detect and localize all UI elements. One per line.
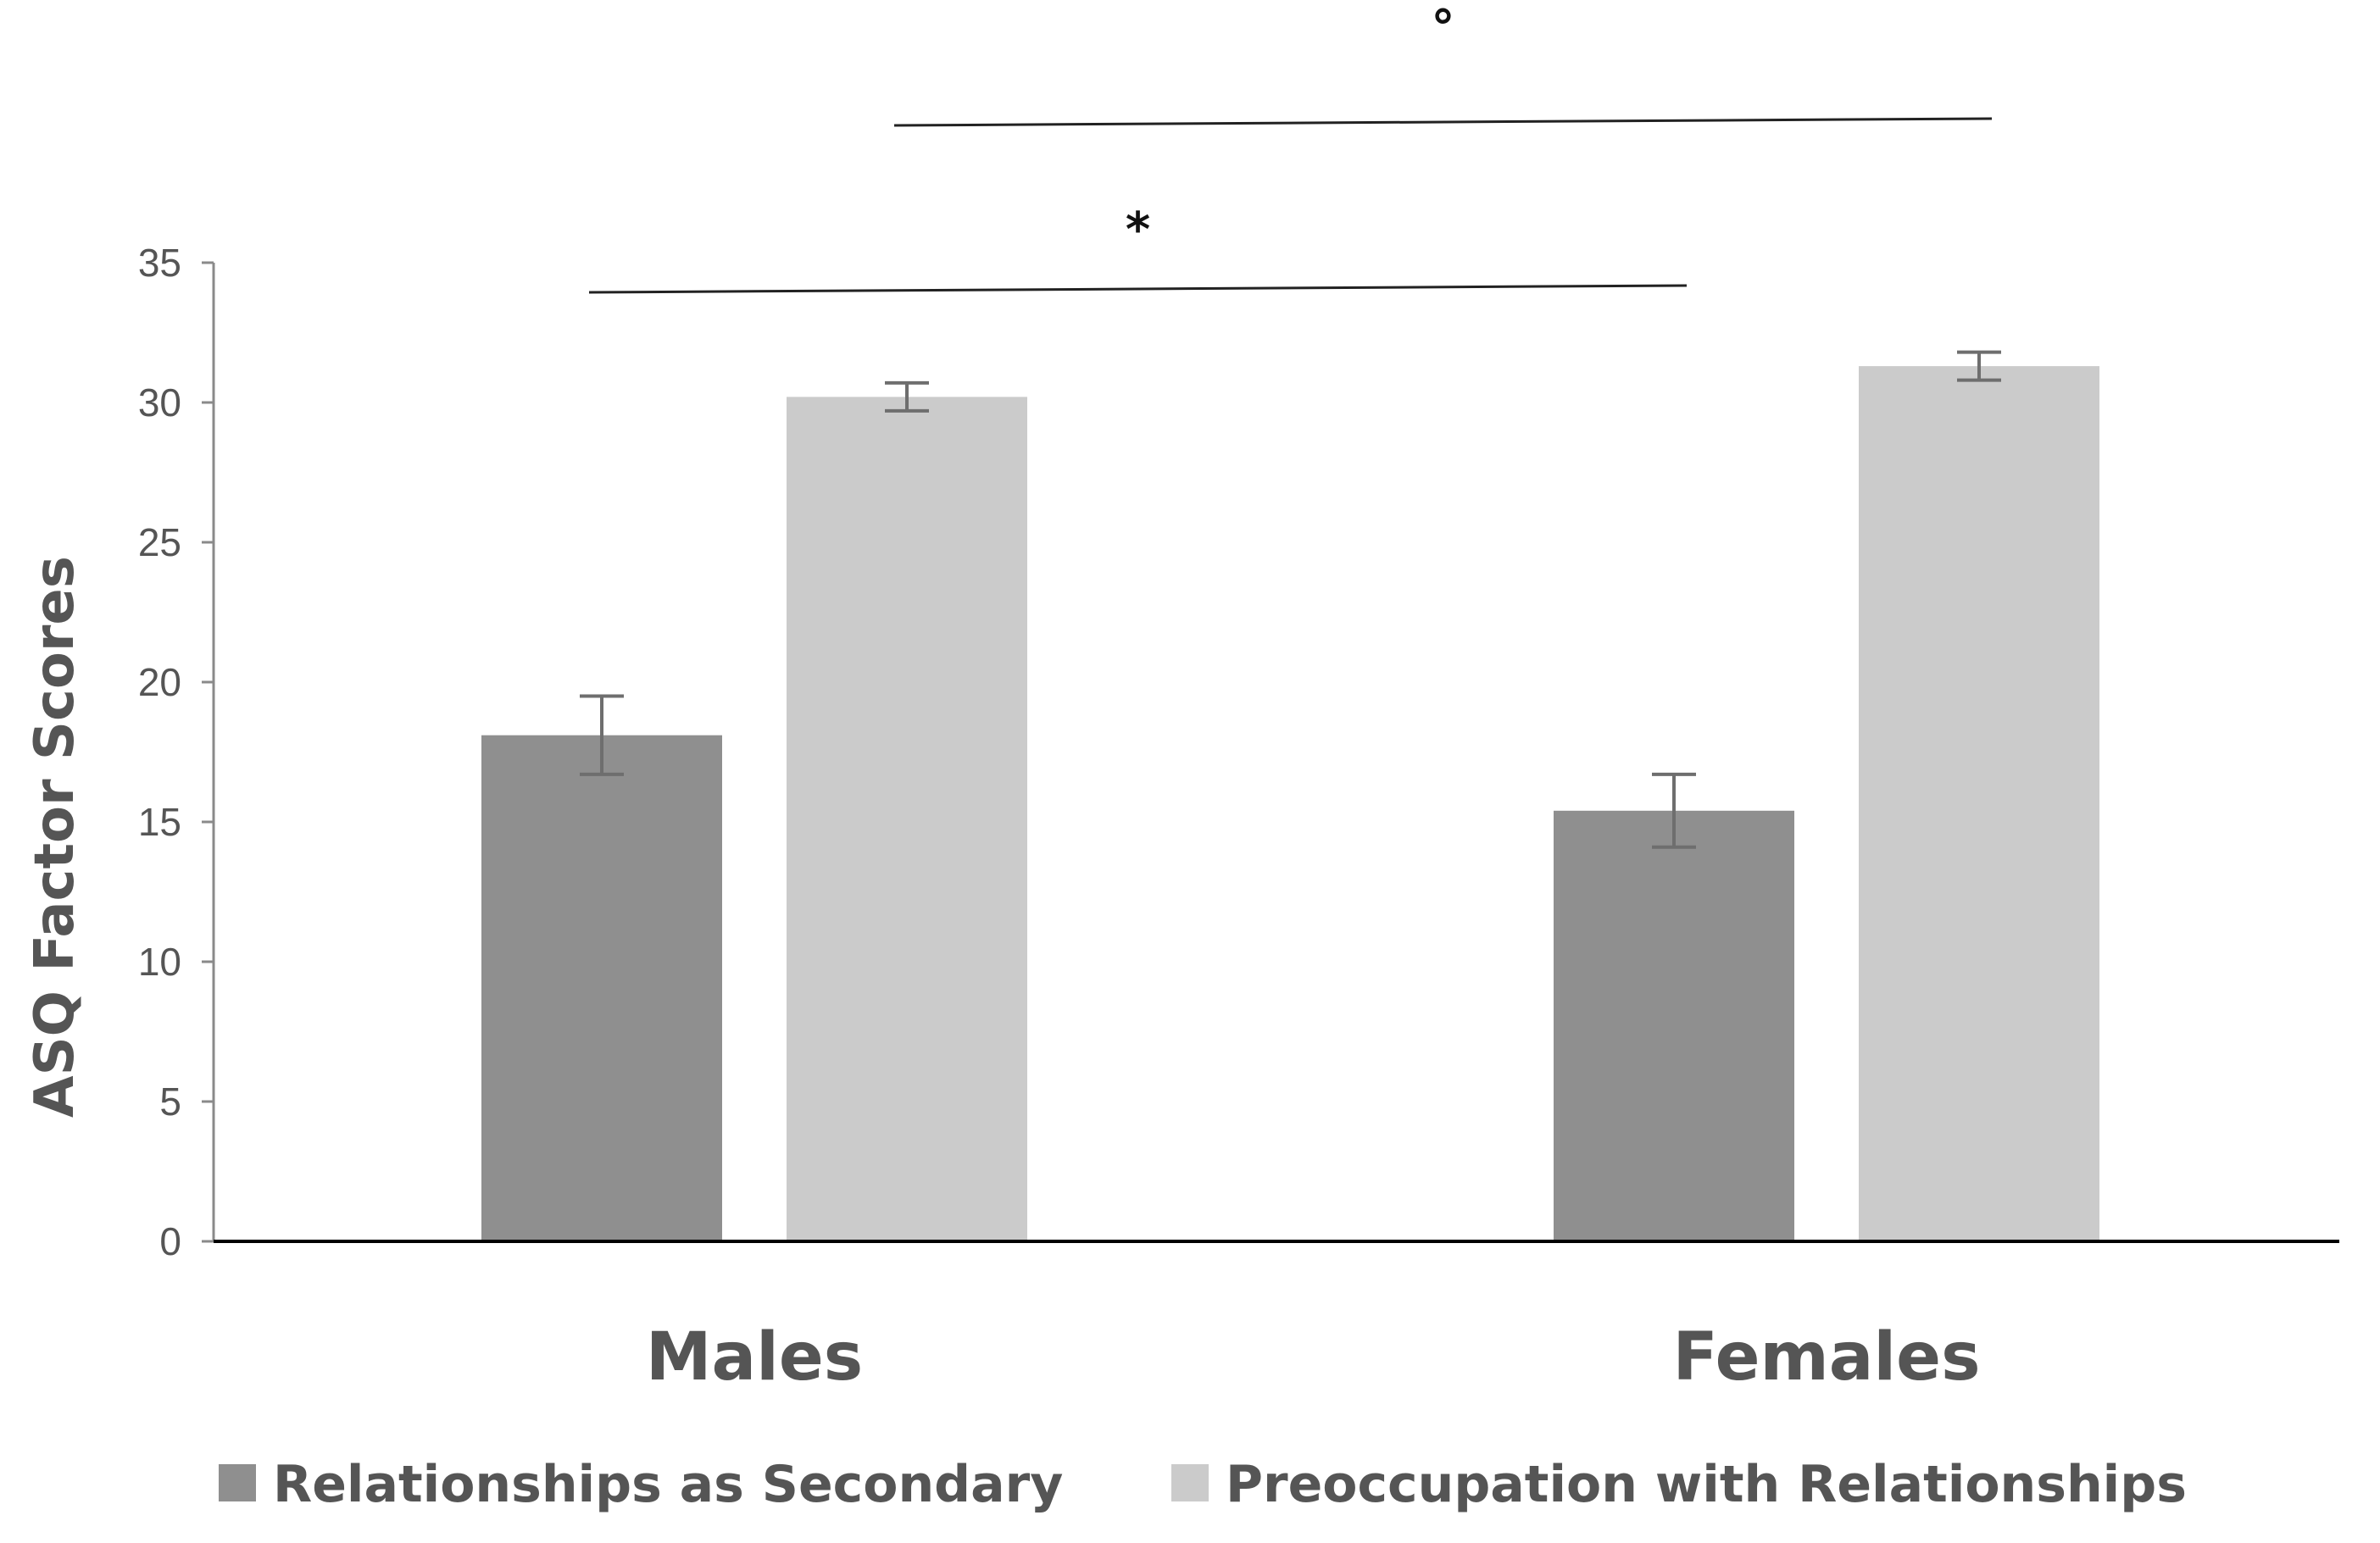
error-bar <box>580 694 624 776</box>
y-axis: 0 5 10 15 20 25 30 35 <box>138 241 215 1263</box>
error-bar <box>1957 350 2001 382</box>
y-tick-label: 15 <box>138 800 181 844</box>
significance-annotations: *° <box>588 1 1993 294</box>
bar-females-preoccupation <box>1859 366 2099 1242</box>
error-bars <box>580 350 2001 849</box>
legend-swatch <box>1171 1464 1209 1501</box>
bars <box>481 366 2099 1242</box>
category-label-males: Males <box>646 1319 863 1396</box>
significance-bracket: ° <box>893 1 1993 127</box>
error-bar <box>885 380 929 413</box>
legend: Relationships as Secondary Preoccupation … <box>219 1455 2187 1514</box>
y-tick-label: 0 <box>159 1219 181 1263</box>
significance-line <box>893 117 1993 127</box>
legend-item-secondary: Relationships as Secondary <box>219 1455 1063 1514</box>
significance-marker: * <box>1126 203 1150 258</box>
y-tick-label: 5 <box>159 1080 181 1124</box>
legend-label: Relationships as Secondary <box>273 1455 1063 1514</box>
y-tick-label: 10 <box>138 940 181 984</box>
y-tick-label: 30 <box>138 380 181 425</box>
category-labels: Males Females <box>646 1319 1981 1396</box>
legend-swatch <box>219 1464 256 1501</box>
significance-line <box>588 284 1688 294</box>
bar-males-preoccupation <box>787 397 1027 1241</box>
legend-label: Preoccupation with Relationships <box>1226 1455 2187 1514</box>
y-axis-title: ASQ Factor Scores <box>24 556 86 1118</box>
significance-bracket: * <box>588 203 1688 294</box>
y-tick-label: 25 <box>138 520 181 564</box>
y-tick-label: 35 <box>138 241 181 285</box>
significance-marker: ° <box>1432 1 1455 56</box>
bar-males-secondary <box>481 735 722 1241</box>
y-tick-label: 20 <box>138 660 181 704</box>
error-bar <box>1652 772 1696 849</box>
category-label-females: Females <box>1673 1319 1981 1396</box>
legend-item-preoccupation: Preoccupation with Relationships <box>1171 1455 2187 1514</box>
bar-females-secondary <box>1554 810 1794 1241</box>
